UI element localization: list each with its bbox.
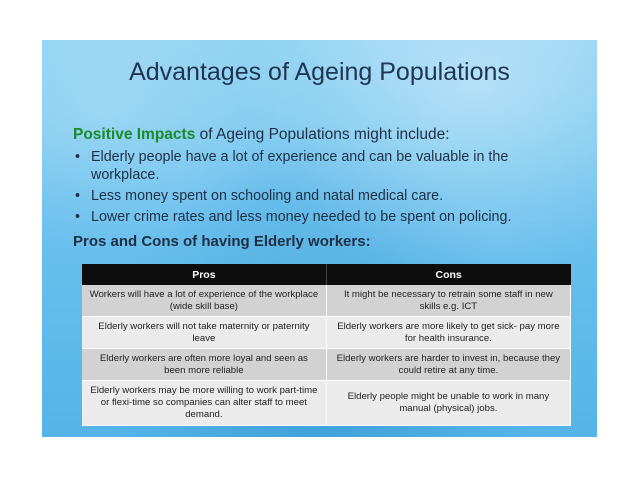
table-row: Elderly workers may be more willing to w… <box>82 380 572 426</box>
bullet-icon: • <box>75 209 81 225</box>
con-cell: It might be necessary to retrain some st… <box>326 285 572 317</box>
con-cell: Elderly people might be unable to work i… <box>326 380 572 426</box>
bullet-text: Lower crime rates and less money needed … <box>91 209 512 225</box>
con-cell: Elderly workers are more likely to get s… <box>326 316 572 349</box>
bullet-icon: • <box>75 149 81 165</box>
cons-column-header: Cons <box>326 264 571 285</box>
table-row: Elderly workers will not take maternity … <box>82 316 572 349</box>
pros-cons-heading: Pros and Cons of having Elderly workers: <box>73 233 371 250</box>
bullet-icon: • <box>75 188 81 204</box>
bullet-item: • Less money spent on schooling and natal… <box>73 187 573 205</box>
pro-cell: Workers will have a lot of experience of… <box>82 285 327 317</box>
bullet-item: • Lower crime rates and less money needed… <box>73 208 573 226</box>
intro-rest: of Ageing Populations might include: <box>195 126 450 143</box>
pros-column-header: Pros <box>82 264 327 285</box>
bullet-list: • Elderly people have a lot of experience… <box>73 148 573 229</box>
pros-cons-table: Pros Cons Workers will have a lot of exp… <box>82 264 572 426</box>
bullet-text: Less money spent on schooling and natal … <box>91 188 444 204</box>
pro-cell: Elderly workers are often more loyal and… <box>82 348 327 381</box>
table-row: Elderly workers are often more loyal and… <box>82 348 572 381</box>
bullet-text: Elderly people have a lot of experience … <box>91 149 509 183</box>
intro-highlight: Positive Impacts <box>73 126 196 143</box>
table-row: Workers will have a lot of experience of… <box>82 285 572 317</box>
pro-cell: Elderly workers will not take maternity … <box>82 316 327 349</box>
pro-cell: Elderly workers may be more willing to w… <box>82 380 327 426</box>
slide-title: Advantages of Ageing Populations <box>129 58 510 86</box>
table-header-row: Pros Cons <box>82 264 571 285</box>
slide: Advantages of Ageing Populations Positiv… <box>42 40 597 437</box>
con-cell: Elderly workers are harder to invest in,… <box>326 348 572 381</box>
intro-line: Positive Impacts of Ageing Populations m… <box>73 126 450 144</box>
bullet-item: • Elderly people have a lot of experience… <box>73 148 573 184</box>
